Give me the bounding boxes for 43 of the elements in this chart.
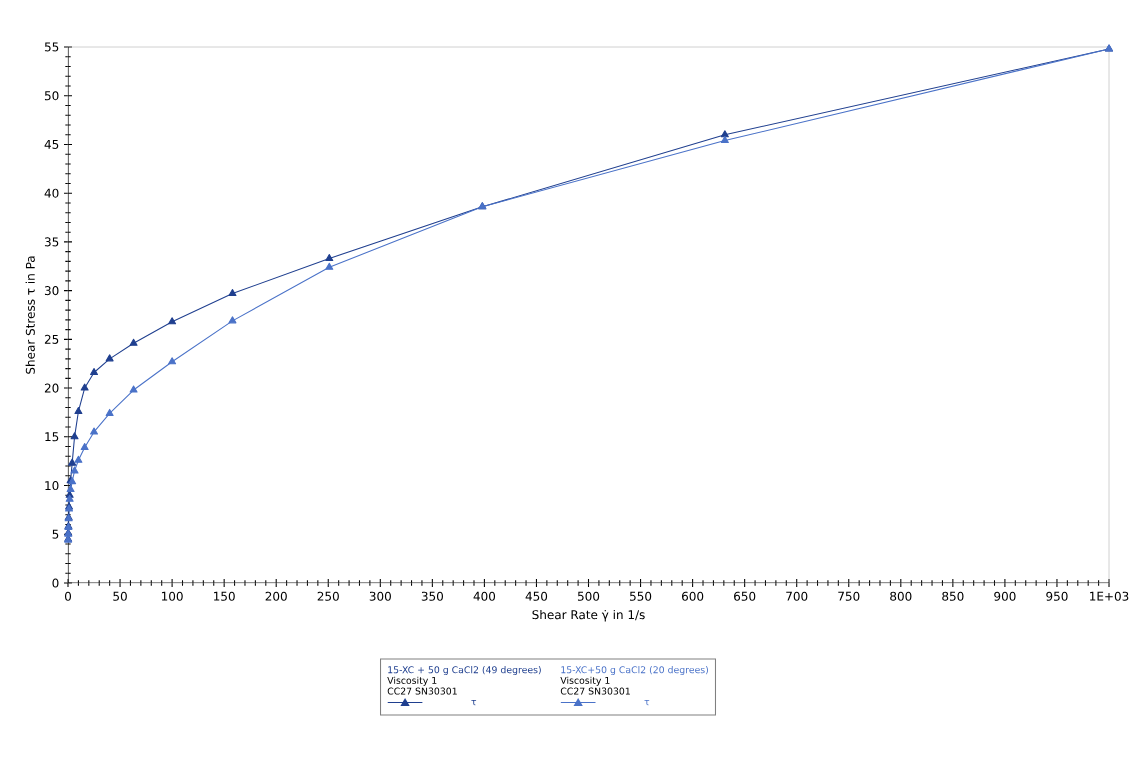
x-tick-label: 750 [838,591,860,601]
x-tick-label: 950 [1046,591,1068,601]
text: 15-XC + 50 g CaCl2 (49 degrees) [388,666,541,676]
y-tick-label: 25 [44,334,59,344]
x-tick-label: 900 [994,591,1016,601]
x-tick-label: 1E+03 [1090,591,1129,601]
x-tick-label: 400 [473,591,496,601]
text: 15-XC+50 g CaCl2 (20 degrees) [561,666,708,676]
x-tick-label: 850 [942,591,964,601]
y-tick-label: 15 [45,432,59,442]
x-tick-label: 0 [64,591,72,601]
x-tick-label: 200 [265,591,287,601]
y-tick-label: 10 [45,481,59,491]
y-tick-label: 0 [52,578,59,588]
text: τ [471,700,477,706]
y-tick-label: 35 [44,237,59,247]
x-tick-label: 500 [577,591,600,601]
x-tick-label: 700 [786,591,808,601]
x-tick-label: 150 [214,591,235,601]
text: τ [644,700,650,706]
text: CC27 SN30301 [560,687,630,695]
y-tick-label: 55 [44,42,59,52]
y-tick-label: 45 [44,140,59,149]
x-tick-label: 50 [113,591,127,601]
x-tick-label: 450 [525,591,548,601]
x-axis-title: Shear Rate γ̇ in 1/s [532,609,645,622]
x-tick-label: 600 [681,591,704,601]
y-tick-label: 20 [44,383,59,393]
x-tick-label: 250 [317,591,339,601]
y-axis-title: Shear Stress τ in Pa [25,256,35,374]
y-tick-label: 40 [44,188,59,198]
text: Viscosity 1 [387,676,437,686]
x-tick-label: 650 [734,591,756,601]
x-tick-label: 550 [630,591,652,601]
x-tick-label: 800 [890,591,912,601]
text: CC27 SN30301 [387,687,457,695]
y-tick-label: 5 [52,529,59,539]
x-tick-label: 350 [421,591,444,601]
x-tick-label: 300 [369,591,391,601]
y-tick-label: 50 [44,91,59,101]
text: Viscosity 1 [560,676,610,686]
x-tick-label: 100 [161,591,183,601]
y-tick-label: 30 [44,286,59,296]
